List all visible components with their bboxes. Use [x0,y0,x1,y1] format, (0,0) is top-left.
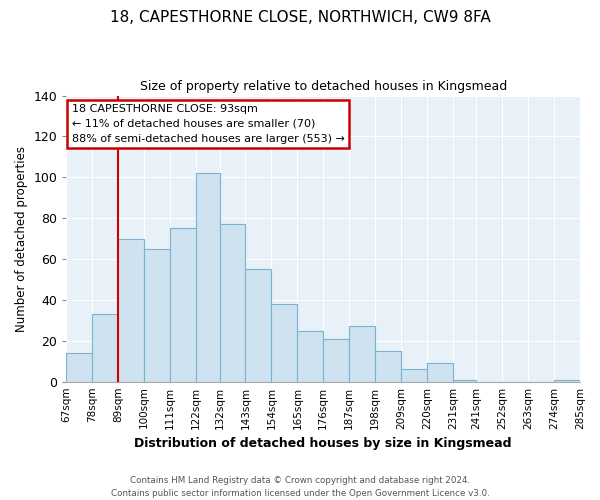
Bar [67,353,92,382]
Bar [92,314,118,382]
Bar [554,380,580,382]
Bar [220,224,245,382]
Bar [323,339,349,382]
Text: 18 CAPESTHORNE CLOSE: 93sqm
← 11% of detached houses are smaller (70)
88% of sem: 18 CAPESTHORNE CLOSE: 93sqm ← 11% of det… [71,104,344,144]
Bar [196,173,220,382]
Bar [245,270,271,382]
Bar [427,364,453,382]
Bar [298,330,323,382]
Bar [144,249,170,382]
Bar [271,304,298,382]
Bar [453,380,476,382]
Y-axis label: Number of detached properties: Number of detached properties [15,146,28,332]
Text: Contains HM Land Registry data © Crown copyright and database right 2024.
Contai: Contains HM Land Registry data © Crown c… [110,476,490,498]
Text: 18, CAPESTHORNE CLOSE, NORTHWICH, CW9 8FA: 18, CAPESTHORNE CLOSE, NORTHWICH, CW9 8F… [110,10,490,25]
X-axis label: Distribution of detached houses by size in Kingsmead: Distribution of detached houses by size … [134,437,512,450]
Bar [118,238,144,382]
Bar [401,370,427,382]
Bar [349,326,375,382]
Bar [170,228,196,382]
Title: Size of property relative to detached houses in Kingsmead: Size of property relative to detached ho… [140,80,507,93]
Bar [375,351,401,382]
